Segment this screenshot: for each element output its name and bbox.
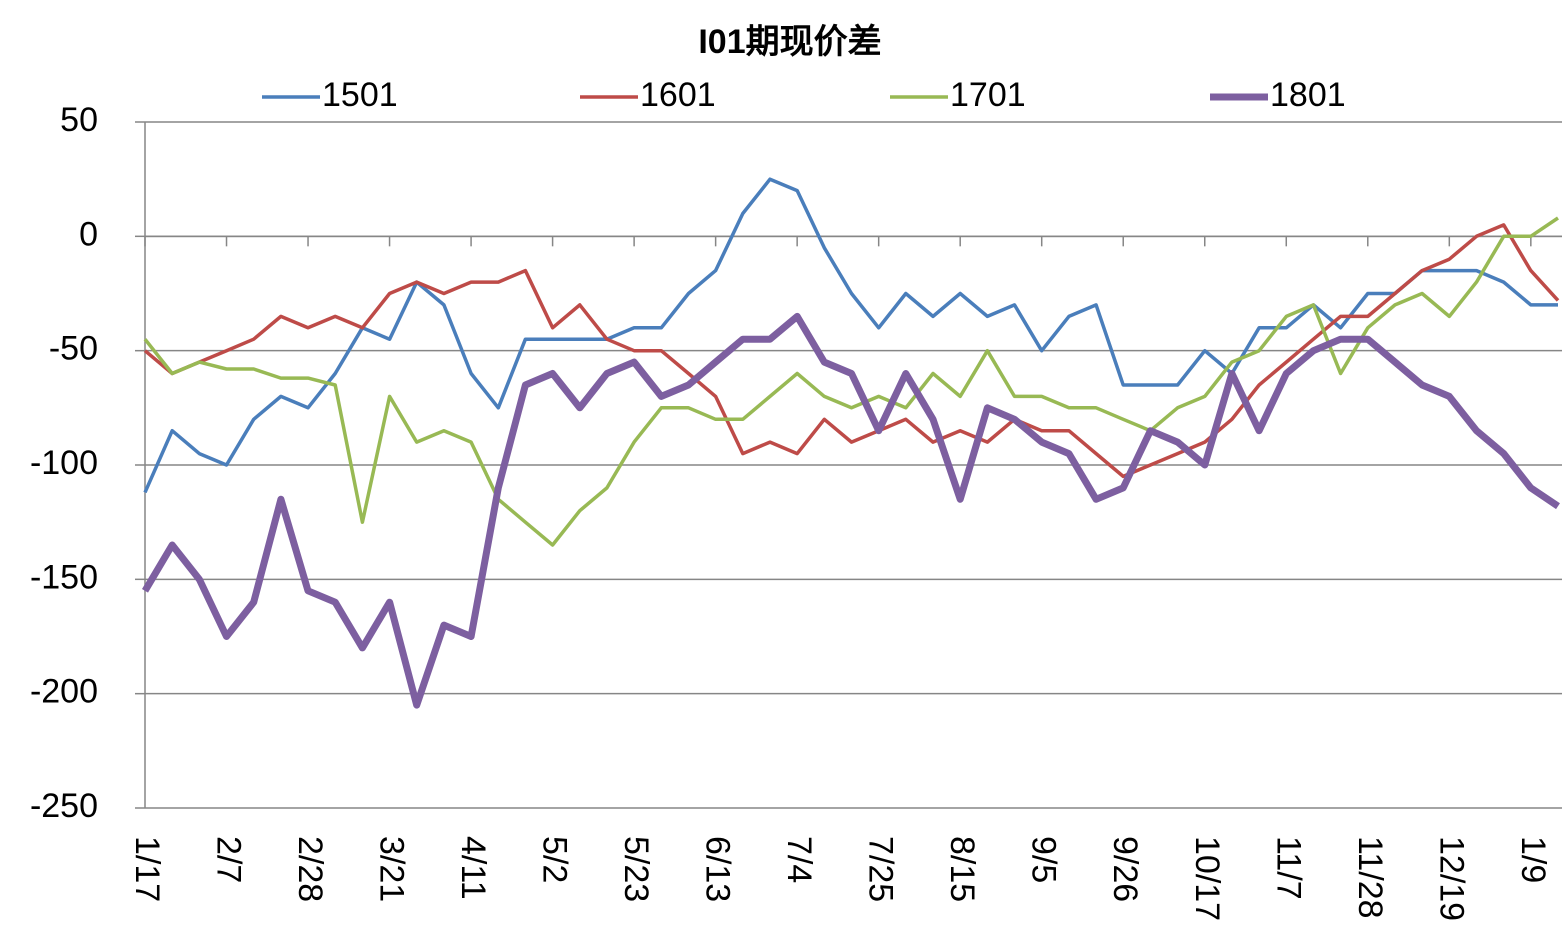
chart-title: I01期现价差 [698, 23, 881, 61]
y-tick-label: 0 [79, 215, 98, 253]
y-tick-label: -100 [30, 444, 98, 482]
x-tick-label: 7/4 [780, 836, 818, 883]
x-tick-label: 11/7 [1269, 836, 1307, 900]
x-tick-label: 4/11 [454, 836, 492, 900]
y-tick-label: -150 [30, 558, 98, 596]
y-tick-label: -200 [30, 673, 98, 711]
x-tick-label: 9/26 [1106, 836, 1144, 902]
x-tick-label: 9/5 [1025, 836, 1063, 883]
x-tick-label: 8/15 [943, 836, 981, 902]
x-tick-label: 2/7 [210, 836, 248, 883]
x-tick-label: 5/23 [617, 836, 655, 902]
series-line [141, 312, 1560, 709]
y-tick-label: -50 [49, 330, 98, 368]
x-tick-label: 7/25 [862, 836, 900, 902]
series-line [143, 177, 1558, 494]
x-tick-label: 12/19 [1432, 836, 1470, 921]
legend-label: 1801 [1270, 76, 1346, 114]
x-tick-label: 10/17 [1188, 836, 1226, 921]
x-tick-label: 2/28 [291, 836, 329, 902]
legend-label: 1501 [322, 76, 398, 114]
x-tick-label: 11/28 [1351, 836, 1389, 919]
legend-label: 1601 [640, 76, 716, 114]
x-tick-label: 5/2 [536, 836, 574, 883]
legend-label: 1701 [950, 76, 1026, 114]
series-line [143, 216, 1559, 547]
y-tick-label: 50 [60, 101, 98, 139]
y-tick-label: -250 [30, 787, 98, 825]
x-tick-label: 1/9 [1514, 836, 1552, 883]
x-tick-label: 3/21 [373, 836, 411, 902]
x-tick-label: 6/13 [699, 836, 737, 902]
x-tick-label: 1/17 [128, 836, 166, 902]
